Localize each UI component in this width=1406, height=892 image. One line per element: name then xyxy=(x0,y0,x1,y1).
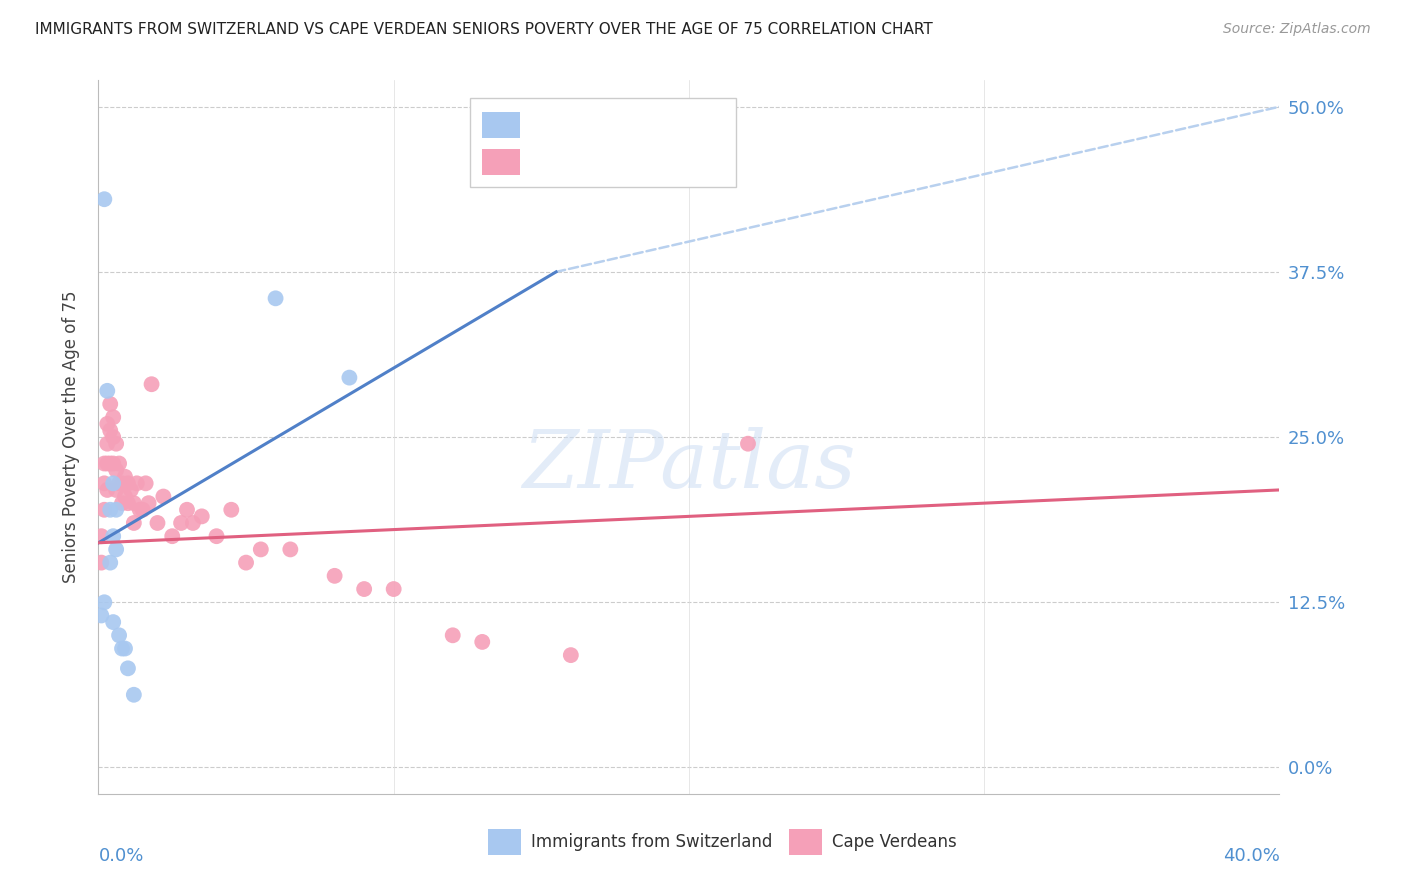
Point xyxy=(98,556,121,570)
Point xyxy=(90,529,112,543)
FancyBboxPatch shape xyxy=(482,150,520,175)
Point xyxy=(93,476,115,491)
Point xyxy=(122,688,145,702)
Text: 54: 54 xyxy=(673,153,699,171)
Point xyxy=(132,502,155,516)
Point xyxy=(382,582,405,596)
Point xyxy=(98,397,121,411)
Point xyxy=(221,502,243,516)
Point xyxy=(264,291,287,305)
Point xyxy=(111,496,134,510)
Point xyxy=(128,502,150,516)
Point xyxy=(105,502,128,516)
Point xyxy=(98,502,121,516)
Point xyxy=(560,648,582,662)
Text: 0.484: 0.484 xyxy=(567,116,624,134)
Point xyxy=(108,457,131,471)
Point xyxy=(90,608,112,623)
Point xyxy=(90,556,112,570)
Text: Cape Verdeans: Cape Verdeans xyxy=(832,833,956,851)
Point xyxy=(103,615,125,629)
Point xyxy=(117,476,139,491)
Text: 40.0%: 40.0% xyxy=(1223,847,1279,865)
Text: ZIPatlas: ZIPatlas xyxy=(522,427,856,504)
Point xyxy=(98,457,121,471)
Point xyxy=(176,502,198,516)
Text: 0.0%: 0.0% xyxy=(98,847,143,865)
FancyBboxPatch shape xyxy=(471,98,737,187)
Text: 17: 17 xyxy=(673,116,699,134)
Point xyxy=(138,496,160,510)
Point xyxy=(114,641,136,656)
Point xyxy=(105,542,128,557)
Text: R =: R = xyxy=(531,116,571,134)
Point xyxy=(205,529,228,543)
Text: N =: N = xyxy=(627,153,679,171)
Point xyxy=(111,641,134,656)
Point xyxy=(103,476,125,491)
Point xyxy=(125,476,148,491)
Point xyxy=(111,476,134,491)
Text: Source: ZipAtlas.com: Source: ZipAtlas.com xyxy=(1223,22,1371,37)
Point xyxy=(96,457,118,471)
Point xyxy=(120,483,142,497)
Point xyxy=(114,469,136,483)
FancyBboxPatch shape xyxy=(789,829,823,855)
Point xyxy=(105,483,128,497)
Point xyxy=(117,661,139,675)
Point xyxy=(103,410,125,425)
Point xyxy=(135,476,157,491)
Point xyxy=(98,424,121,438)
Point xyxy=(441,628,464,642)
Point xyxy=(103,529,125,543)
Point xyxy=(105,463,128,477)
Point xyxy=(93,192,115,206)
Point xyxy=(108,476,131,491)
Point xyxy=(170,516,193,530)
Text: 0.097: 0.097 xyxy=(567,153,624,171)
Point xyxy=(93,457,115,471)
Point xyxy=(353,582,375,596)
Point xyxy=(146,516,169,530)
Text: N =: N = xyxy=(627,116,679,134)
Point xyxy=(117,496,139,510)
Y-axis label: Seniors Poverty Over the Age of 75: Seniors Poverty Over the Age of 75 xyxy=(62,291,80,583)
Point xyxy=(339,370,361,384)
Point xyxy=(122,516,145,530)
Point xyxy=(108,628,131,642)
Point xyxy=(96,417,118,431)
Point xyxy=(114,490,136,504)
Point xyxy=(93,502,115,516)
Point xyxy=(103,430,125,444)
Point xyxy=(141,377,163,392)
FancyBboxPatch shape xyxy=(488,829,522,855)
Point xyxy=(323,569,346,583)
Point xyxy=(737,436,759,450)
Point xyxy=(280,542,302,557)
Text: IMMIGRANTS FROM SWITZERLAND VS CAPE VERDEAN SENIORS POVERTY OVER THE AGE OF 75 C: IMMIGRANTS FROM SWITZERLAND VS CAPE VERD… xyxy=(35,22,934,37)
Point xyxy=(471,635,494,649)
Point xyxy=(96,436,118,450)
Text: Immigrants from Switzerland: Immigrants from Switzerland xyxy=(530,833,772,851)
Point xyxy=(191,509,214,524)
Text: R =: R = xyxy=(531,153,571,171)
Point xyxy=(103,457,125,471)
Point xyxy=(250,542,273,557)
Point xyxy=(181,516,204,530)
Point xyxy=(96,384,118,398)
Point xyxy=(122,496,145,510)
Point xyxy=(235,556,257,570)
Point xyxy=(162,529,183,543)
Point xyxy=(93,595,115,609)
FancyBboxPatch shape xyxy=(482,112,520,138)
Point xyxy=(105,436,128,450)
Point xyxy=(152,490,174,504)
Point xyxy=(96,483,118,497)
